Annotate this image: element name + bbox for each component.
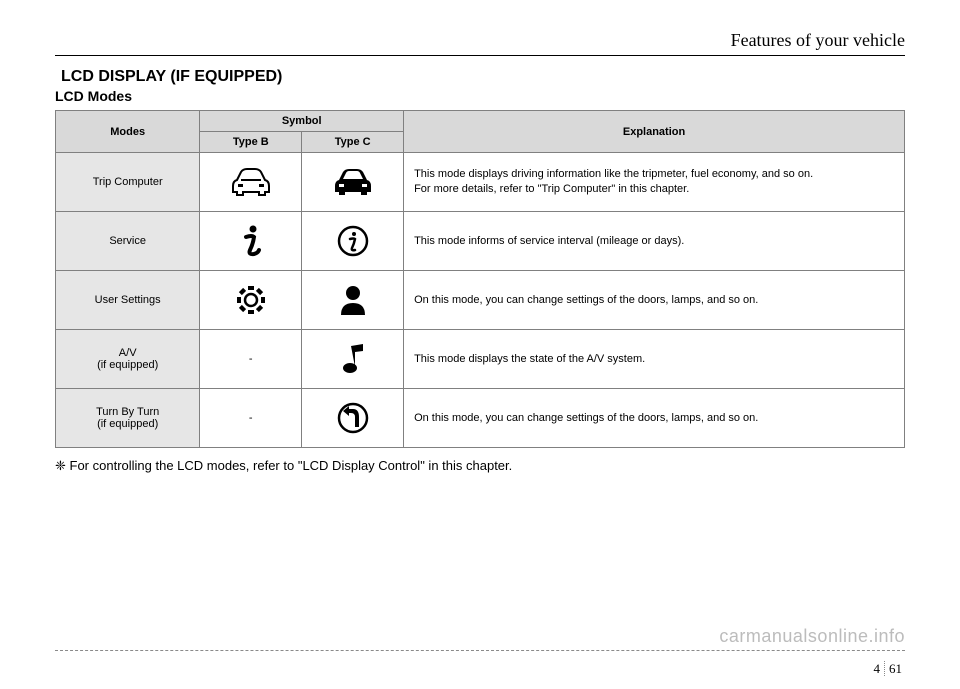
th-symbol: Symbol <box>200 111 404 132</box>
watermark-text: carmanualsonline.info <box>719 626 905 647</box>
symbol-type-c <box>302 271 404 330</box>
symbol-type-c <box>302 153 404 212</box>
explanation-text: On this mode, you can change settings of… <box>404 389 905 448</box>
th-explanation: Explanation <box>404 111 905 153</box>
symbol-type-b: - <box>200 330 302 389</box>
mode-name: Service <box>56 212 200 271</box>
symbol-type-b <box>200 271 302 330</box>
section-title: LCD DISPLAY (IF EQUIPPED) <box>61 68 905 86</box>
th-modes: Modes <box>56 111 200 153</box>
symbol-type-b <box>200 153 302 212</box>
info-circle-icon <box>336 224 370 258</box>
info-italic-icon <box>236 224 266 258</box>
symbol-type-b: - <box>200 389 302 448</box>
symbol-type-c <box>302 389 404 448</box>
car-front-solid-icon <box>331 166 375 198</box>
chapter-title: Features of your vehicle <box>55 30 905 55</box>
turn-arrow-circle-icon <box>336 401 370 435</box>
explanation-text: This mode informs of service interval (m… <box>404 212 905 271</box>
explanation-text: This mode displays driving information l… <box>404 153 905 212</box>
page-number-value: 61 <box>889 661 902 676</box>
car-front-outline-icon <box>229 166 273 198</box>
symbol-type-b <box>200 212 302 271</box>
page-number: 461 <box>874 661 903 677</box>
th-type-c: Type C <box>302 132 404 153</box>
footnote: ❈ For controlling the LCD modes, refer t… <box>55 458 905 474</box>
music-note-icon <box>339 342 367 376</box>
lcd-modes-table: Modes Symbol Explanation Type B Type C T… <box>55 110 905 448</box>
user-solid-icon <box>338 283 368 317</box>
table-row: User Settings <box>56 271 905 330</box>
symbol-type-c <box>302 212 404 271</box>
gear-outline-icon <box>234 283 268 317</box>
header-rule <box>55 55 905 56</box>
table-row: A/V(if equipped) - This mode displays th… <box>56 330 905 389</box>
table-row: Service This mode informs of service int… <box>56 212 905 271</box>
mode-name: A/V(if equipped) <box>56 330 200 389</box>
mode-name: User Settings <box>56 271 200 330</box>
th-type-b: Type B <box>200 132 302 153</box>
footer-rule <box>55 650 905 651</box>
explanation-text: On this mode, you can change settings of… <box>404 271 905 330</box>
page: Features of your vehicle LCD DISPLAY (IF… <box>0 0 960 689</box>
symbol-type-c <box>302 330 404 389</box>
mode-name: Trip Computer <box>56 153 200 212</box>
table-row: Trip Computer <box>56 153 905 212</box>
section-number: 4 <box>874 661 886 676</box>
explanation-text: This mode displays the state of the A/V … <box>404 330 905 389</box>
subsection-title: LCD Modes <box>55 88 905 104</box>
mode-name: Turn By Turn(if equipped) <box>56 389 200 448</box>
table-row: Turn By Turn(if equipped) - On this mode… <box>56 389 905 448</box>
